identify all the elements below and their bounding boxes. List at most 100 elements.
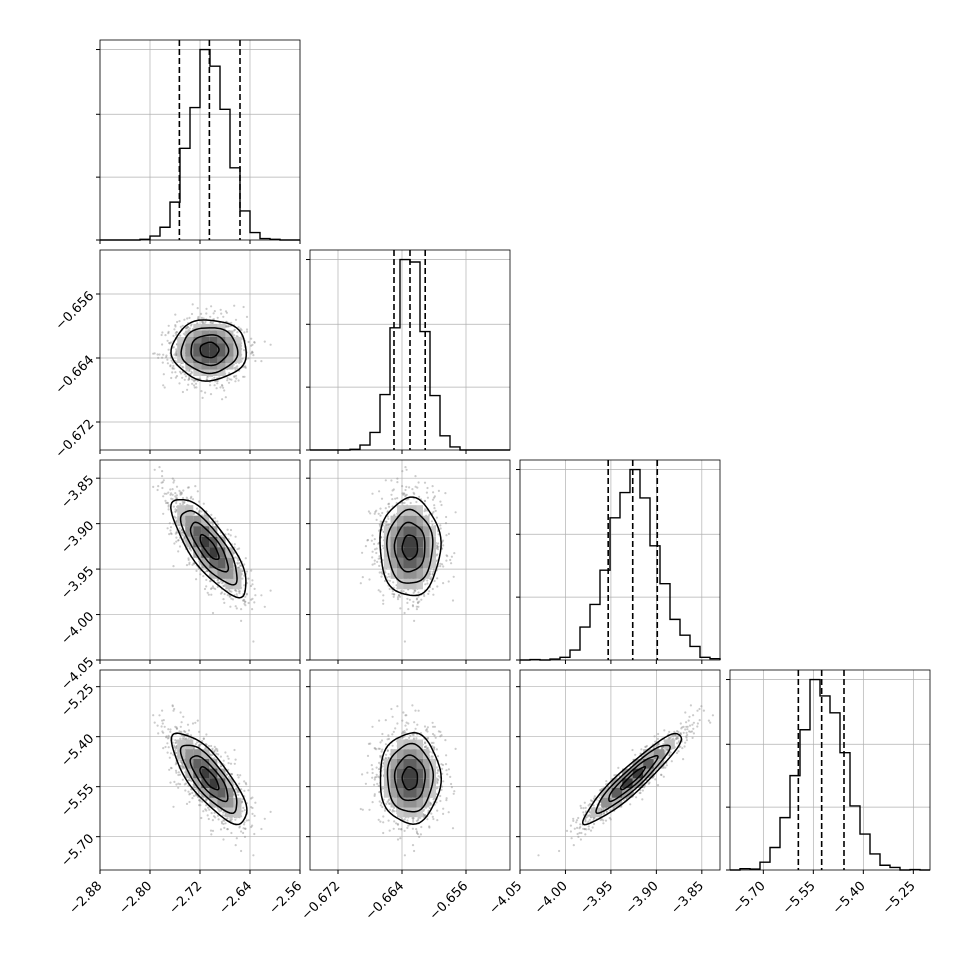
scatter-point <box>404 466 407 469</box>
scatter-point <box>379 507 382 510</box>
scatter-point <box>199 573 202 576</box>
scatter-point <box>183 536 186 539</box>
contour-line <box>170 498 247 599</box>
scatter-point <box>449 558 452 562</box>
scatter-point <box>175 761 178 764</box>
density-cell <box>416 557 423 569</box>
scatter-point <box>172 505 175 508</box>
scatter-point <box>195 794 198 797</box>
scatter-point <box>188 377 191 380</box>
scatter-point <box>204 808 207 811</box>
scatter-point <box>216 749 219 753</box>
scatter-point <box>252 640 255 643</box>
scatter-point <box>373 559 376 562</box>
scatter-point <box>406 597 409 600</box>
scatter-point <box>225 311 228 314</box>
scatter-point <box>439 527 442 530</box>
scatter-point <box>223 826 226 830</box>
scatter-point <box>243 349 246 352</box>
scatter-point <box>169 526 173 529</box>
density-cell <box>217 337 226 344</box>
scatter-point <box>230 831 233 835</box>
contour-line <box>393 521 426 573</box>
scatter-point <box>205 378 208 381</box>
scatter-point <box>227 768 230 771</box>
scatter-point <box>198 743 201 747</box>
scatter-point <box>202 317 205 320</box>
scatter-point <box>169 728 172 731</box>
scatter-point <box>251 351 254 354</box>
scatter-point <box>172 522 175 525</box>
scatter-point <box>175 519 178 522</box>
scatter-point <box>373 538 376 541</box>
scatter-point <box>182 767 185 770</box>
scatter-point <box>401 470 404 473</box>
scatter-point <box>416 601 420 605</box>
scatter-point <box>432 496 436 499</box>
scatter-point <box>179 372 183 375</box>
density-cell <box>185 350 194 357</box>
scatter-point <box>243 375 246 378</box>
scatter-point <box>240 849 243 853</box>
scatter-point <box>181 503 184 506</box>
scatter-point <box>205 804 208 807</box>
scatter-point <box>237 776 240 779</box>
scatter-point <box>166 362 169 365</box>
scatter-point <box>217 523 220 526</box>
scatter-point <box>190 779 193 783</box>
contour-line <box>386 508 434 584</box>
scatter-point <box>390 479 393 482</box>
panel-frame <box>519 459 721 661</box>
scatter-point <box>245 783 248 786</box>
density-cell <box>403 578 410 590</box>
scatter-point <box>196 322 199 325</box>
density-cell <box>217 536 226 548</box>
density-cell <box>201 343 210 350</box>
scatter-point <box>373 548 377 551</box>
scatter-point <box>397 594 401 597</box>
scatter-point <box>424 508 427 511</box>
scatter-point <box>178 545 182 548</box>
scatter-point <box>218 581 221 584</box>
scatter-point <box>222 598 225 601</box>
scatter-point <box>244 365 247 368</box>
histogram-panel-p3 <box>726 669 931 874</box>
scatter-point <box>205 578 208 582</box>
density-cell <box>201 323 210 331</box>
density-cell <box>390 526 397 537</box>
scatter-point <box>192 794 196 798</box>
scatter-point <box>212 587 215 590</box>
scatter-point <box>229 594 232 598</box>
scatter-point <box>184 730 187 734</box>
scatter-point <box>209 587 213 591</box>
scatter-point <box>427 592 430 596</box>
scatter-point <box>387 502 391 505</box>
density-cell <box>410 578 417 590</box>
scatter-point <box>172 709 175 712</box>
scatter-point <box>222 386 225 389</box>
scatter-point <box>192 384 196 387</box>
scatter-point <box>194 485 197 488</box>
scatter-point <box>244 557 247 560</box>
scatter-point <box>407 608 410 611</box>
scatter-point <box>380 575 383 578</box>
scatter-point <box>436 545 440 549</box>
scatter-point <box>180 767 183 770</box>
scatter-point <box>418 600 421 603</box>
scatter-point <box>447 532 450 536</box>
scatter-point <box>170 767 173 770</box>
scatter-point <box>192 379 195 382</box>
scatter-point <box>205 809 208 812</box>
scatter-point <box>171 705 174 708</box>
scatter-point <box>263 605 266 608</box>
scatter-point <box>381 572 384 575</box>
scatter-point <box>214 816 217 819</box>
scatter-point <box>175 349 178 352</box>
scatter-point <box>173 542 176 545</box>
scatter-point <box>172 565 175 568</box>
scatter-point <box>376 560 379 564</box>
scatter-point <box>175 494 178 497</box>
density-cell <box>217 350 226 357</box>
scatter-point <box>413 619 416 623</box>
scatter-point <box>174 725 177 728</box>
